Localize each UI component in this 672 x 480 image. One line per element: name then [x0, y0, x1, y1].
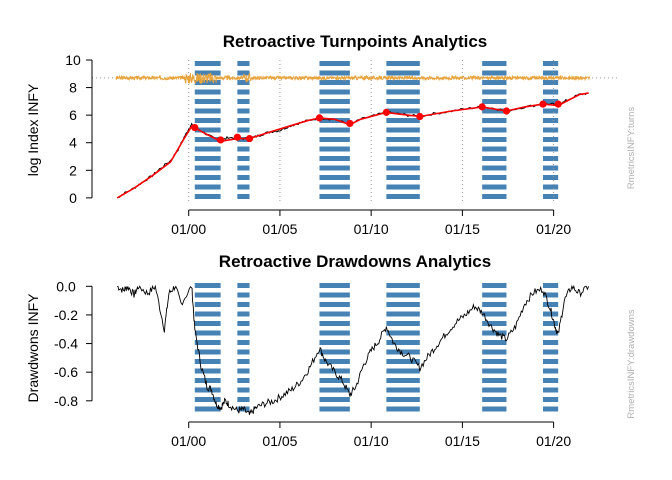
turnpoints-band-2 [237, 61, 250, 199]
drawdowns-y-tick-label-3: -0.4 [54, 336, 78, 352]
turnpoints-band-4 [386, 61, 420, 199]
turnpoint-marker-8 [416, 112, 424, 121]
turnpoints-panel: Retroactive Turnpoints Analytics 0 2 4 6 8 10… [25, 32, 637, 237]
drawdowns-x-tick-label-5: 01/20 [536, 433, 571, 449]
turnpoints-smooth-line [116, 92, 589, 199]
drawdowns-y-axis-label: Drawdwons INFY [25, 293, 41, 403]
drawdowns-y-tick-label-1: 0.0 [56, 278, 76, 294]
drawdowns-band-2 [237, 283, 250, 412]
drawdowns-band-6 [542, 283, 559, 412]
turnpoint-marker-12 [554, 100, 562, 108]
drawdowns-band-4 [386, 283, 420, 412]
turnpoints-axes: 0 2 4 6 8 10 01/00 01/05 01/10 01/15 01/20 [65, 52, 571, 237]
drawdowns-y-tick-label-4: -0.6 [54, 364, 78, 380]
turnpoints-y-tick-label-2: 2 [69, 162, 77, 178]
drawdowns-x-tick-label-1: 01/00 [171, 433, 206, 449]
turnpoints-y-tick-label-3: 4 [69, 135, 77, 151]
drawdowns-side-label: RmetricsINFY:drawdowns [626, 309, 637, 419]
turnpoints-band-3 [319, 61, 350, 199]
drawdowns-x-tick-label-4: 01/15 [445, 433, 480, 449]
turnpoints-series [116, 92, 589, 199]
turnpoints-title: Retroactive Turnpoints Analytics [223, 32, 488, 51]
turnpoints-y-tick-label-5: 8 [69, 80, 77, 96]
drawdowns-title: Retroactive Drawdowns Analytics [219, 252, 491, 271]
drawdowns-panel: Retroactive Drawdowns Analytics 0.0 -0.2 -… [25, 252, 637, 449]
turnpoints-noise-series [115, 72, 591, 85]
drawdowns-band-1 [194, 283, 221, 412]
turnpoints-x-tick-label-2: 01/05 [262, 221, 297, 237]
drawdowns-band-5 [482, 283, 507, 412]
drawdowns-y-tick-label-2: -0.2 [54, 307, 78, 323]
turnpoints-band-1 [194, 61, 221, 199]
turnpoints-band-6 [542, 61, 559, 199]
turnpoints-x-tick-label-3: 01/10 [354, 221, 389, 237]
turnpoints-y-tick-label-1: 0 [69, 190, 77, 206]
turnpoint-marker-7 [382, 108, 390, 116]
turnpoints-y-axis-label: log Index INFY [25, 83, 41, 176]
drawdowns-series-line [117, 284, 590, 415]
turnpoint-marker-9 [478, 103, 486, 111]
turnpoints-y-tick-label-6: 10 [65, 52, 81, 68]
turnpoint-marker-5 [315, 114, 324, 122]
turnpoint-marker-4 [245, 134, 254, 143]
turnpoint-marker-11 [539, 100, 547, 108]
turnpoints-noise-line [115, 72, 591, 85]
turnpoint-marker-10 [502, 107, 511, 115]
turnpoints-y-tick-label-4: 6 [69, 107, 77, 123]
turnpoint-marker-1 [191, 123, 199, 132]
drawdowns-shaded-periods [194, 283, 559, 412]
turnpoints-shaded-periods [194, 61, 559, 199]
turnpoints-gridlines [92, 60, 620, 202]
turnpoint-marker-3 [233, 133, 241, 141]
drawdowns-axes: 0.0 -0.2 -0.4 -0.6 -0.8 01/00 01/05 01/10 01/15 0… [54, 278, 571, 449]
turnpoints-x-tick-label-4: 01/15 [445, 221, 480, 237]
drawdowns-x-tick-label-2: 01/05 [262, 433, 297, 449]
turnpoint-marker-6 [346, 119, 354, 128]
turnpoints-x-tick-label-1: 01/00 [171, 221, 206, 237]
drawdowns-x-tick-label-3: 01/10 [354, 433, 389, 449]
turnpoint-marker-2 [217, 136, 225, 144]
drawdowns-y-tick-label-5: -0.8 [54, 393, 78, 409]
turnpoints-x-tick-label-5: 01/20 [536, 221, 571, 237]
turnpoints-band-5 [482, 61, 507, 199]
turnpoints-markers [191, 100, 562, 144]
drawdowns-series [117, 284, 590, 415]
turnpoints-side-label: RmetricsINFY:turns [626, 107, 637, 190]
drawdowns-band-3 [319, 283, 350, 412]
